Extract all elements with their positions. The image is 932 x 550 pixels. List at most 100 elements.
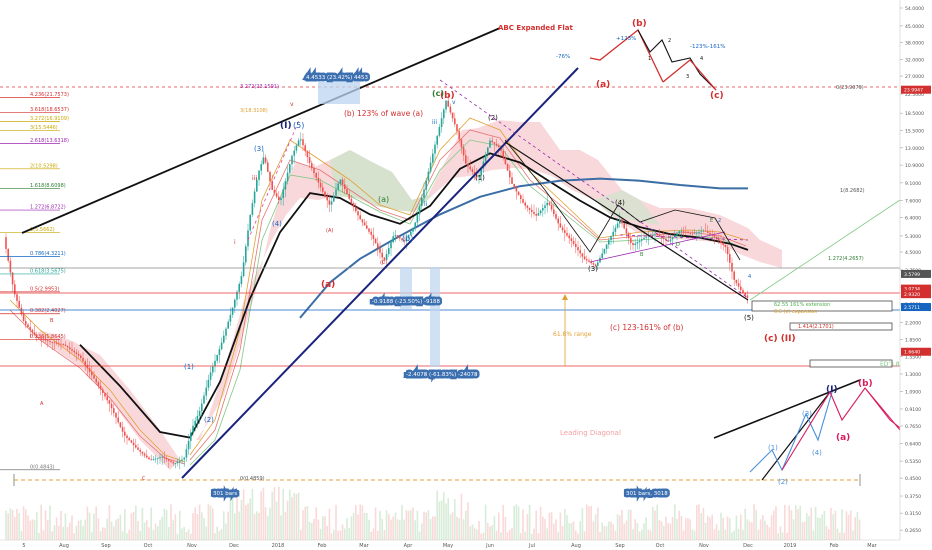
- candle-body-69: [157, 457, 159, 459]
- x-tick-19: Feb: [830, 543, 839, 549]
- candle-body-141: [315, 173, 317, 178]
- candle-body-257: [570, 238, 573, 241]
- candle-body-43: [99, 385, 102, 390]
- candle-body-203: [451, 112, 454, 119]
- volume-bar-116: [260, 491, 262, 540]
- candle-body-287: [636, 242, 639, 244]
- volume-bar-243: [539, 506, 542, 540]
- volume-bar-32: [75, 525, 78, 540]
- volume-bar-230: [511, 528, 513, 540]
- candle-body-216: [480, 168, 482, 176]
- volume-bar-363: [803, 521, 806, 540]
- volume-bar-182: [405, 510, 408, 540]
- svg-text:(4): (4): [615, 199, 625, 207]
- fib-label-9: 0.786(4.3211): [30, 251, 66, 257]
- candle-body-274: [608, 240, 610, 245]
- horizontal-lines: [0, 86, 900, 486]
- volume-bar-362: [801, 522, 804, 540]
- candle-body-249: [553, 209, 555, 215]
- volume-bar-359: [795, 505, 797, 540]
- volume-bar-220: [489, 526, 491, 540]
- candle-body-174: [388, 248, 390, 255]
- volume-bar-47: [108, 505, 111, 540]
- y-tick-label-22: 1.0900: [905, 389, 921, 395]
- volume-bar-350: [775, 506, 777, 540]
- volume-bar-261: [579, 521, 581, 540]
- candle-body-90: [203, 395, 205, 404]
- candle-body-303: [671, 237, 674, 240]
- volume-bar-131: [293, 492, 295, 540]
- volume-bar-5: [16, 508, 18, 540]
- fib-label-12: 0.382(2.4027): [30, 308, 66, 314]
- volume-bar-138: [308, 521, 311, 540]
- candle-body-108: [242, 262, 245, 277]
- y-tick-label-0: 54.0000: [905, 6, 924, 12]
- candle-body-266: [590, 261, 592, 264]
- volume-bar-164: [366, 513, 368, 540]
- volume-bar-383: [847, 514, 850, 540]
- volume-bar-42: [97, 518, 100, 540]
- candle-body-190: [423, 189, 425, 198]
- volume-bar-154: [344, 528, 346, 540]
- candle-body-103: [231, 307, 234, 315]
- candle-body-332: [735, 279, 738, 284]
- y-tick-label-20: 1.5500: [905, 355, 921, 361]
- volume-bar-223: [495, 530, 498, 540]
- candle-body-195: [434, 144, 436, 154]
- candle-body-245: [544, 205, 546, 208]
- volume-bar-84: [190, 533, 192, 540]
- candle-body-161: [359, 215, 361, 220]
- volume-bar-7: [20, 531, 23, 540]
- wave-c-note: (c) 123-161% of (b): [610, 323, 684, 332]
- svg-text:ii: ii: [424, 201, 428, 208]
- volume-bar-281: [623, 523, 625, 540]
- candle-body-4: [14, 284, 16, 295]
- volume-bar-178: [396, 519, 399, 540]
- volume-bar-4: [14, 517, 16, 540]
- volume-bar-336: [744, 508, 746, 540]
- candle-body-235: [522, 199, 524, 203]
- volume-bar-189: [421, 523, 423, 540]
- volume-bar-219: [487, 522, 489, 540]
- candle-body-280: [621, 219, 623, 224]
- volume-bar-23: [55, 517, 58, 540]
- candle-body-32: [75, 352, 78, 354]
- volume-bar-208: [462, 519, 465, 540]
- y-tick-label-29: 0.3150: [905, 511, 921, 517]
- volume-bar-273: [605, 526, 608, 540]
- volume-bar-298: [660, 521, 663, 540]
- ed-note: ED'3.8 10%: [880, 361, 915, 368]
- volume-bar-259: [575, 530, 577, 540]
- volume-bar-63: [143, 522, 146, 540]
- x-tick-2: Sep: [101, 543, 110, 549]
- volume-bar-375: [830, 507, 832, 540]
- candle-body-246: [546, 202, 548, 206]
- candle-body-228: [506, 164, 509, 171]
- candle-body-56: [128, 437, 130, 441]
- volume-bar-139: [311, 523, 313, 540]
- candle-body-104: [234, 299, 236, 308]
- volume-bar-140: [313, 518, 315, 540]
- candle-body-134: [300, 139, 302, 141]
- candle-body-82: [185, 449, 188, 458]
- volume-bar-297: [658, 519, 661, 540]
- volume-bar-73: [165, 509, 168, 540]
- svg-text:(a): (a): [596, 80, 610, 90]
- candle-body-229: [509, 170, 511, 178]
- volume-bar-290: [643, 523, 645, 540]
- volume-bar-240: [533, 528, 535, 540]
- volume-bar-168: [374, 507, 377, 540]
- volume-bar-380: [841, 509, 843, 540]
- candle-body-231: [513, 183, 515, 188]
- volume-bar-76: [172, 520, 174, 540]
- x-tick-labels: 5 Aug Sep Oct Nov Dec 2018 Feb Mar Apr May Jun Jul Au…: [22, 543, 877, 549]
- candle-body-234: [520, 195, 522, 200]
- candle-body-151: [337, 183, 339, 190]
- volume-bar-351: [777, 533, 779, 540]
- volume-bar-77: [174, 514, 177, 540]
- x-tick-13: Aug: [571, 543, 581, 549]
- candle-body-325: [720, 240, 722, 243]
- candle-body-77: [174, 463, 177, 464]
- candle-body-221: [491, 140, 493, 143]
- volume-bar-57: [130, 513, 133, 540]
